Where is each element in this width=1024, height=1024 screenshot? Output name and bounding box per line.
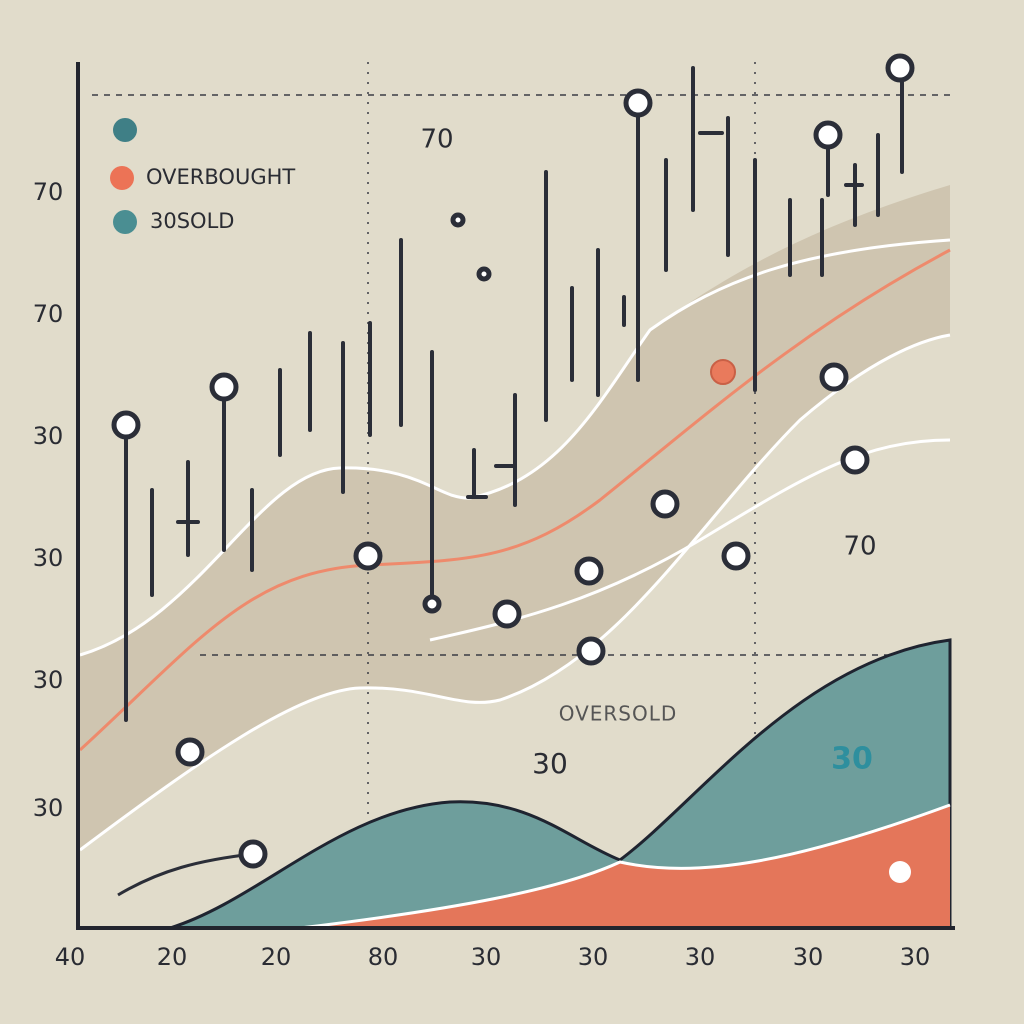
band [80, 185, 950, 850]
x-tick-label: 30 [900, 943, 931, 971]
legend-swatch [110, 166, 134, 190]
y-tick-label: 30 [33, 794, 64, 822]
orange-line [78, 248, 951, 752]
point [476, 266, 492, 282]
annotations: 70 70 OVERSOLD 30 30 [420, 125, 876, 781]
point [574, 556, 604, 586]
point [819, 362, 849, 392]
legend: OVERBOUGHT 30SOLD [110, 118, 295, 234]
annotation: OVERSOLD [559, 702, 678, 726]
x-tick-label: 30 [471, 943, 502, 971]
x-tick-label: 30 [685, 943, 716, 971]
x-labels: 40 20 20 80 30 30 30 30 30 [55, 943, 931, 971]
point [353, 541, 383, 571]
y-tick-label: 30 [33, 666, 64, 694]
teal-area [169, 638, 952, 930]
orange-area [300, 805, 950, 928]
y-tick-label: 30 [33, 544, 64, 572]
legend-swatch [113, 118, 137, 142]
point [111, 410, 141, 440]
point [710, 359, 736, 385]
candle-wick [124, 66, 904, 722]
point [840, 445, 870, 475]
point [450, 212, 466, 228]
annotation: 30 [831, 742, 873, 777]
point [492, 599, 522, 629]
line [117, 852, 254, 897]
white-line [299, 803, 951, 930]
points [111, 53, 915, 883]
point [813, 120, 843, 150]
y-labels: 70 70 30 30 30 30 [33, 178, 64, 822]
annotation: 70 [420, 125, 453, 155]
x-tick-label: 30 [578, 943, 609, 971]
point [238, 839, 268, 869]
annotation: 30 [532, 747, 568, 780]
point [623, 88, 653, 118]
point [422, 594, 442, 614]
point [650, 489, 680, 519]
x-tick-label: 20 [157, 943, 188, 971]
annotation: 70 [843, 532, 876, 562]
point [889, 861, 911, 883]
wicks [124, 66, 904, 722]
point [175, 737, 205, 767]
white-line [79, 333, 951, 852]
point [209, 372, 239, 402]
y-tick-label: 30 [33, 422, 64, 450]
point [576, 636, 606, 666]
x-tick-label: 20 [261, 943, 292, 971]
point [721, 541, 751, 571]
x-tick-label: 40 [55, 943, 86, 971]
y-tick-label: 70 [33, 300, 64, 328]
point [885, 53, 915, 83]
legend-swatch [113, 210, 137, 234]
x-tick-label: 80 [368, 943, 399, 971]
legend-label: 30SOLD [150, 209, 234, 233]
y-tick-label: 70 [33, 178, 64, 206]
x-tick-label: 30 [793, 943, 824, 971]
legend-label: OVERBOUGHT [146, 165, 295, 189]
